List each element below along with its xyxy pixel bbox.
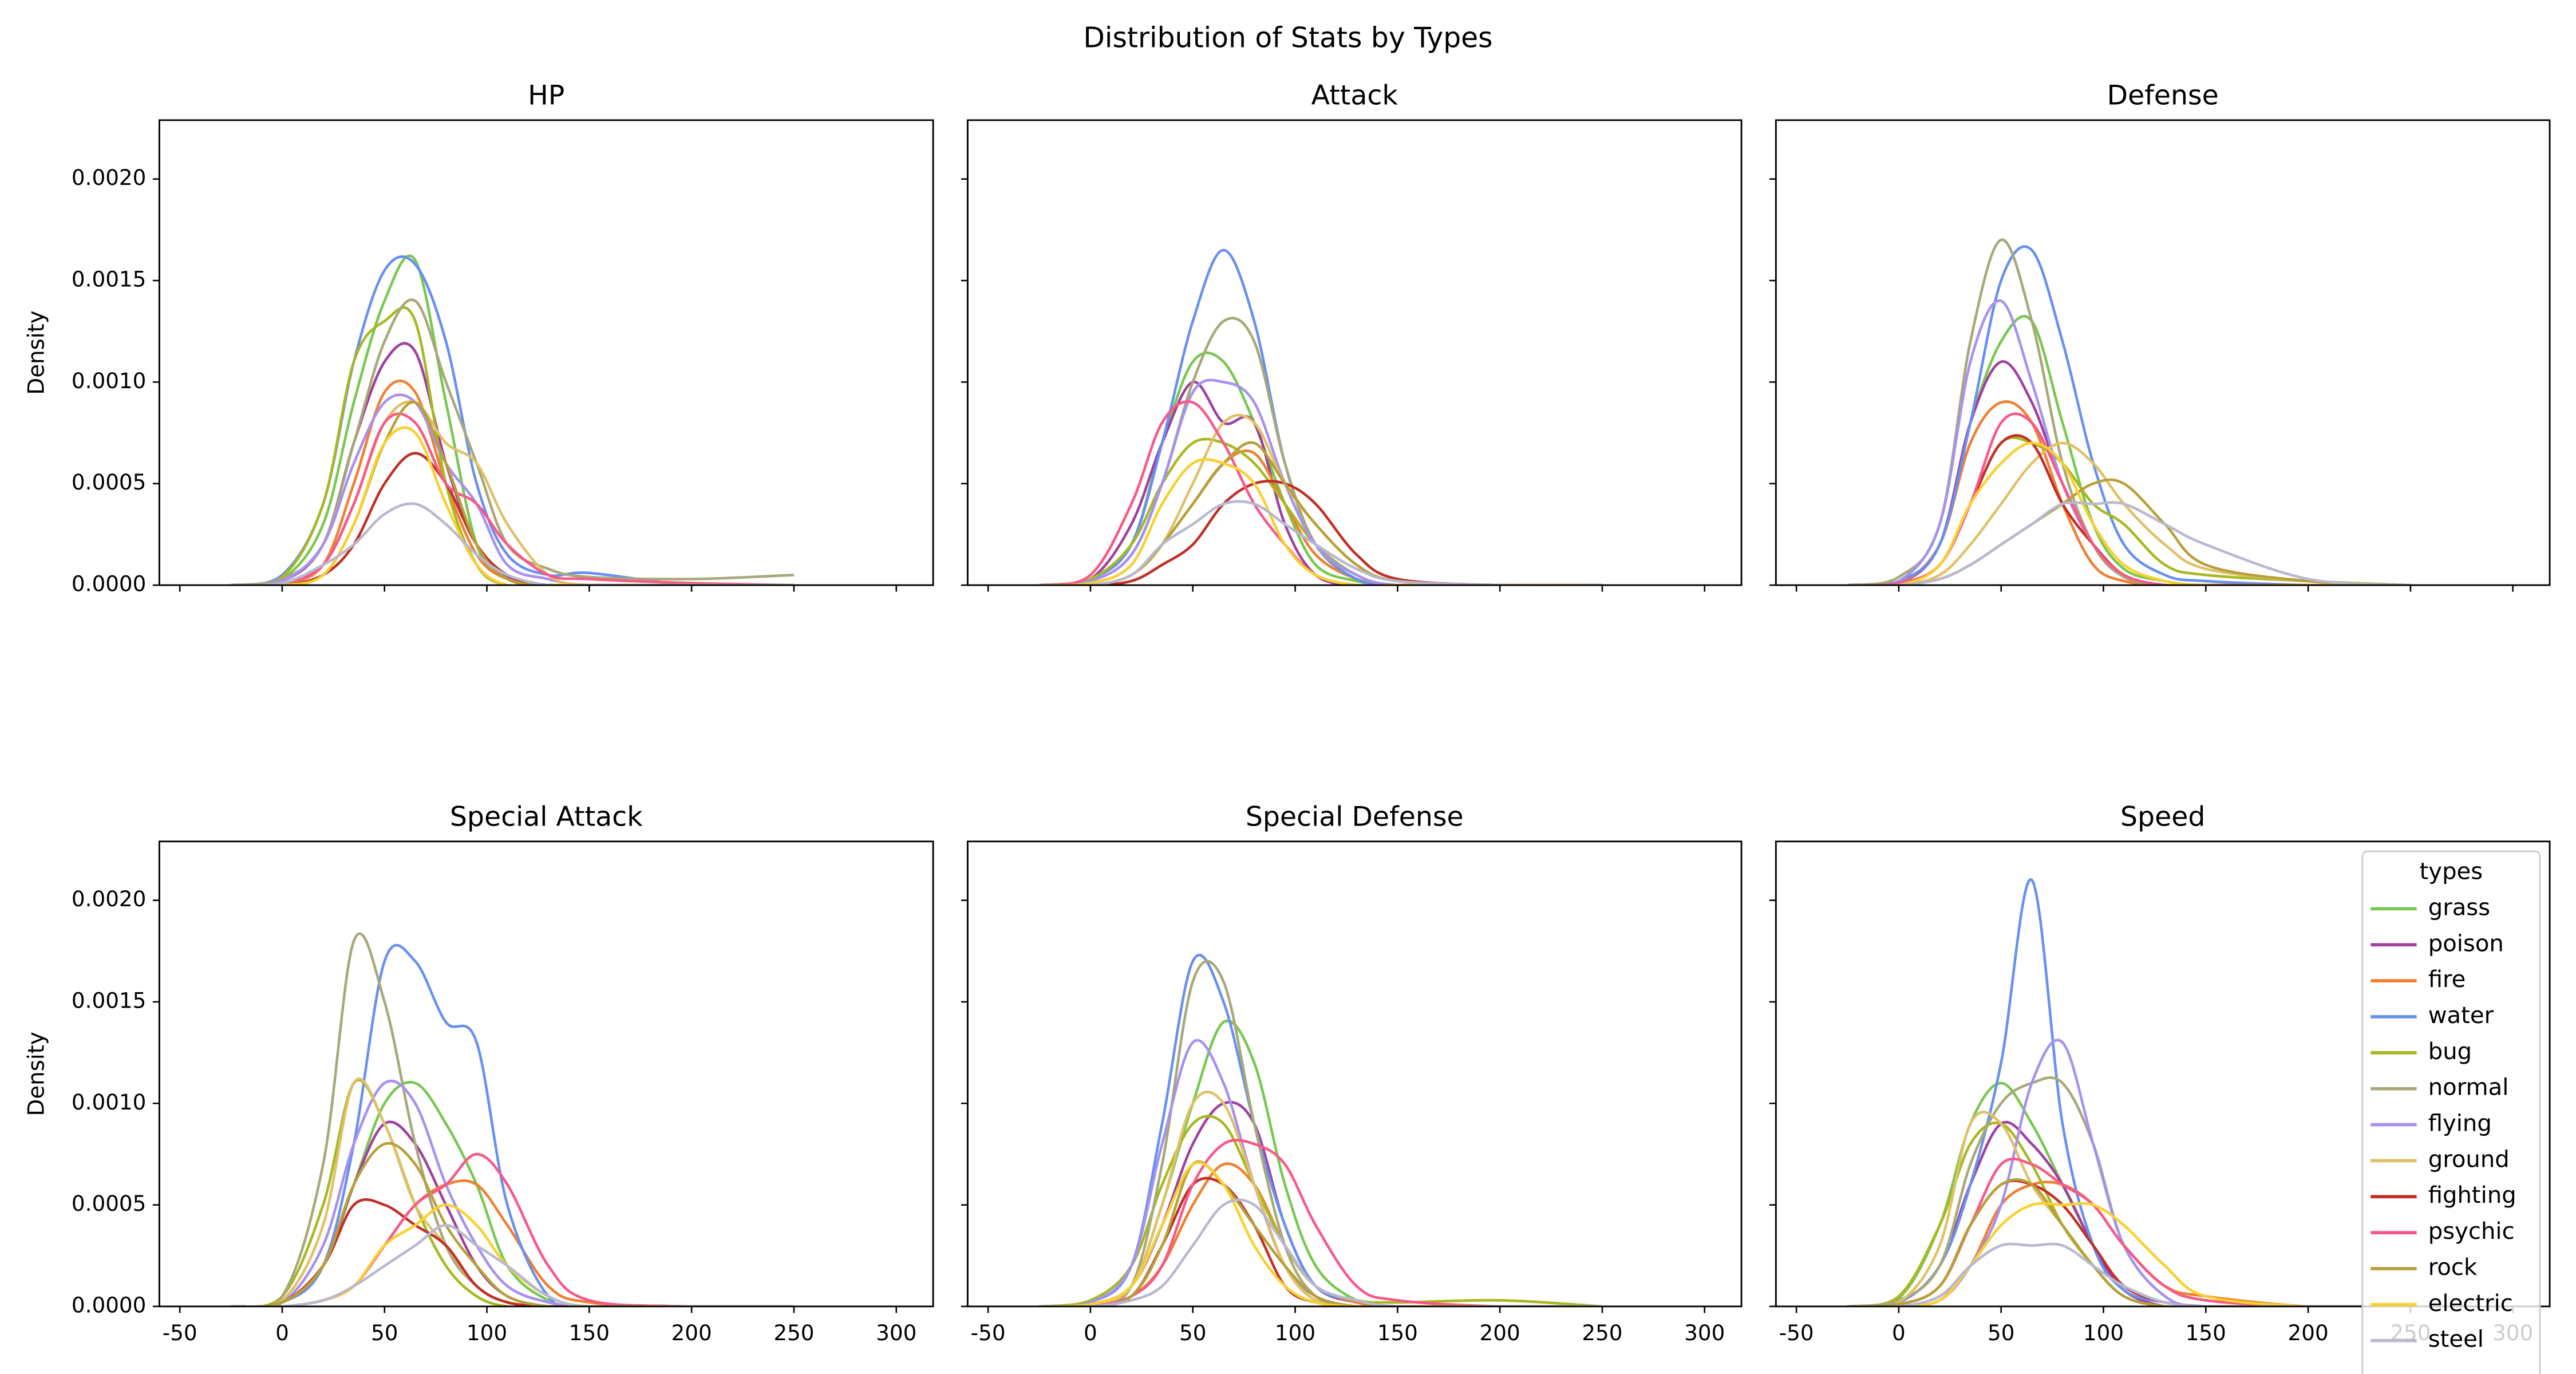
density-line [1847,1242,2411,1306]
x-tick-label: -50 [1779,1320,1814,1345]
density-line [231,943,794,1306]
axes-frame [1775,840,2551,1308]
subplot: Defense [1769,80,2551,592]
x-tick-label: 250 [1582,1320,1622,1345]
lines [231,932,794,1306]
legend-label: normal [2428,1075,2509,1101]
legend-label: steel [2428,1326,2484,1353]
y-tick-label: 0.0000 [72,1292,147,1317]
subplot-title: Speed [2120,802,2205,833]
x-tick-label: 0 [275,1320,289,1345]
x-tick-label: 200 [671,1320,712,1345]
legend: types grass poison fire water bug normal flying… [2361,850,2541,1374]
legend-title: types [2420,858,2483,885]
axes-frame [1775,119,2551,586]
x-tick-label: 150 [1377,1320,1418,1345]
density-line [1847,245,2411,586]
y-tick-label: 0.0005 [72,1191,147,1216]
density-line [231,932,794,1306]
subplot: Attack [961,80,1743,592]
y-axis-label: Density [24,310,50,394]
legend-label: fire [2428,966,2466,993]
legend-label: grass [2428,894,2490,921]
density-line [1039,378,1602,586]
axes-frame [158,119,934,586]
subplot-title: Special Attack [450,802,643,833]
legend-label: bug [2428,1039,2472,1065]
y-tick-label: 0.0015 [72,267,147,292]
x-tick-label: 200 [1480,1320,1520,1345]
legend-label: fighting [2428,1182,2516,1209]
x-tick-label: 250 [773,1320,814,1345]
density-line [1847,1202,2411,1306]
legend-label: poison [2428,930,2504,957]
subplot: HP Density 0.0000 0.0005 0.0010 0.0015 0.0020 [24,80,934,597]
x-tick-label: -50 [163,1320,197,1345]
y-tick-label: 0.0020 [72,165,147,190]
density-line [1039,1139,1602,1306]
x-tick-label: 0 [1084,1320,1097,1345]
x-tick-label: 150 [569,1320,610,1345]
x-tick-label: 0 [1892,1320,1906,1345]
legend-label: rock [2428,1254,2478,1281]
axes-frame [966,119,1743,586]
x-tick-label: 50 [371,1320,398,1345]
density-line [1847,501,2411,586]
x-tick-label: 50 [1179,1320,1206,1345]
legend-label: ground [2428,1146,2510,1172]
y-tick-label: 0.0010 [72,368,147,393]
density-line [231,1077,794,1306]
x-tick-label: 100 [1275,1320,1315,1345]
density-line [1847,1076,2411,1306]
density-line [231,254,794,586]
density-line [231,1079,794,1306]
x-tick-label: -50 [971,1320,1006,1345]
density-line [1847,878,2411,1306]
y-axis-label: Density [24,1032,50,1116]
x-tick-label: 50 [1988,1320,2014,1345]
y-tick-label: 0.0010 [72,1089,147,1115]
x-tick-label: 200 [2288,1320,2329,1345]
x-tick-label: 150 [2186,1320,2226,1345]
density-line [1039,1198,1602,1306]
subplot-title: Defense [2107,80,2219,112]
subplot-title: HP [528,80,564,112]
density-line [231,502,794,586]
x-tick-label: 300 [876,1320,916,1345]
density-line [231,1223,794,1306]
subplot: Special Defense -50 0 50 100 150 200 250 300 [961,802,1743,1345]
y-tick-label: 0.0000 [72,571,147,597]
legend-label: electric [2428,1290,2513,1317]
subplot: Special Attack Density 0.0000 0.0005 0.0010 0… [24,802,934,1345]
y-tick-label: 0.0020 [72,886,147,911]
x-tick-label: 100 [2083,1320,2124,1345]
legend-label: flying [2428,1111,2492,1137]
axes-frame [158,840,934,1308]
subplot: Speed-50050100150200250300typesgrasspois… [1769,802,2551,1374]
density-line [1039,500,1602,586]
legend-label: psychic [2428,1218,2515,1245]
x-tick-label: 100 [467,1320,507,1345]
y-tick-label: 0.0005 [72,469,147,495]
x-tick-label: 300 [1684,1320,1725,1345]
lines [1847,878,2411,1306]
axes-frame [966,840,1743,1308]
density-line [1039,437,1602,586]
density-line [1847,441,2411,586]
figure-title: Distribution of Stats by Types [1083,21,1492,54]
y-tick-label: 0.0015 [72,988,147,1013]
density-line [231,1079,794,1306]
density-line [231,412,794,586]
subplot-title: Special Defense [1246,802,1464,833]
subplot-title: Attack [1311,80,1398,112]
density-line [1039,960,1602,1306]
legend-label: water [2428,1002,2494,1029]
density-line [1039,248,1602,586]
lines [231,254,795,586]
